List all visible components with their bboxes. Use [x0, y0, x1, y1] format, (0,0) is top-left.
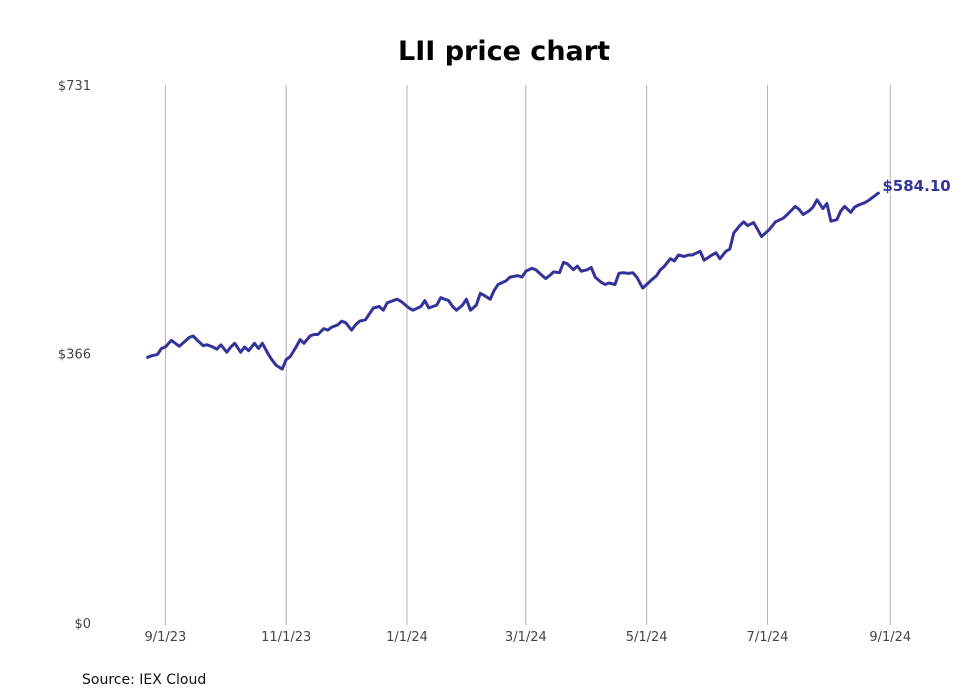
x-tick-label: 5/1/24 — [626, 630, 668, 645]
last-price-label: $584.10 — [882, 177, 950, 195]
y-tick-label: $366 — [58, 348, 91, 363]
x-tick-label: 9/1/24 — [869, 630, 911, 645]
price-series-line — [146, 191, 880, 371]
source-note: Source: IEX Cloud — [82, 672, 206, 688]
chart-title: LII price chart — [398, 36, 610, 67]
y-axis-ticks: $0 $366 $731 — [58, 79, 91, 632]
grid-lines — [164, 85, 891, 625]
x-tick-label: 11/1/23 — [261, 630, 311, 645]
y-tick-label: $0 — [74, 617, 91, 632]
y-tick-label: $731 — [58, 79, 91, 94]
x-tick-label: 3/1/24 — [505, 630, 547, 645]
x-tick-label: 1/1/24 — [386, 630, 428, 645]
x-axis-ticks: 9/1/23 11/1/23 1/1/24 3/1/24 5/1/24 7/1/24 9/1… — [144, 630, 911, 645]
x-tick-label: 9/1/23 — [144, 630, 186, 645]
x-tick-label: 7/1/24 — [747, 630, 789, 645]
